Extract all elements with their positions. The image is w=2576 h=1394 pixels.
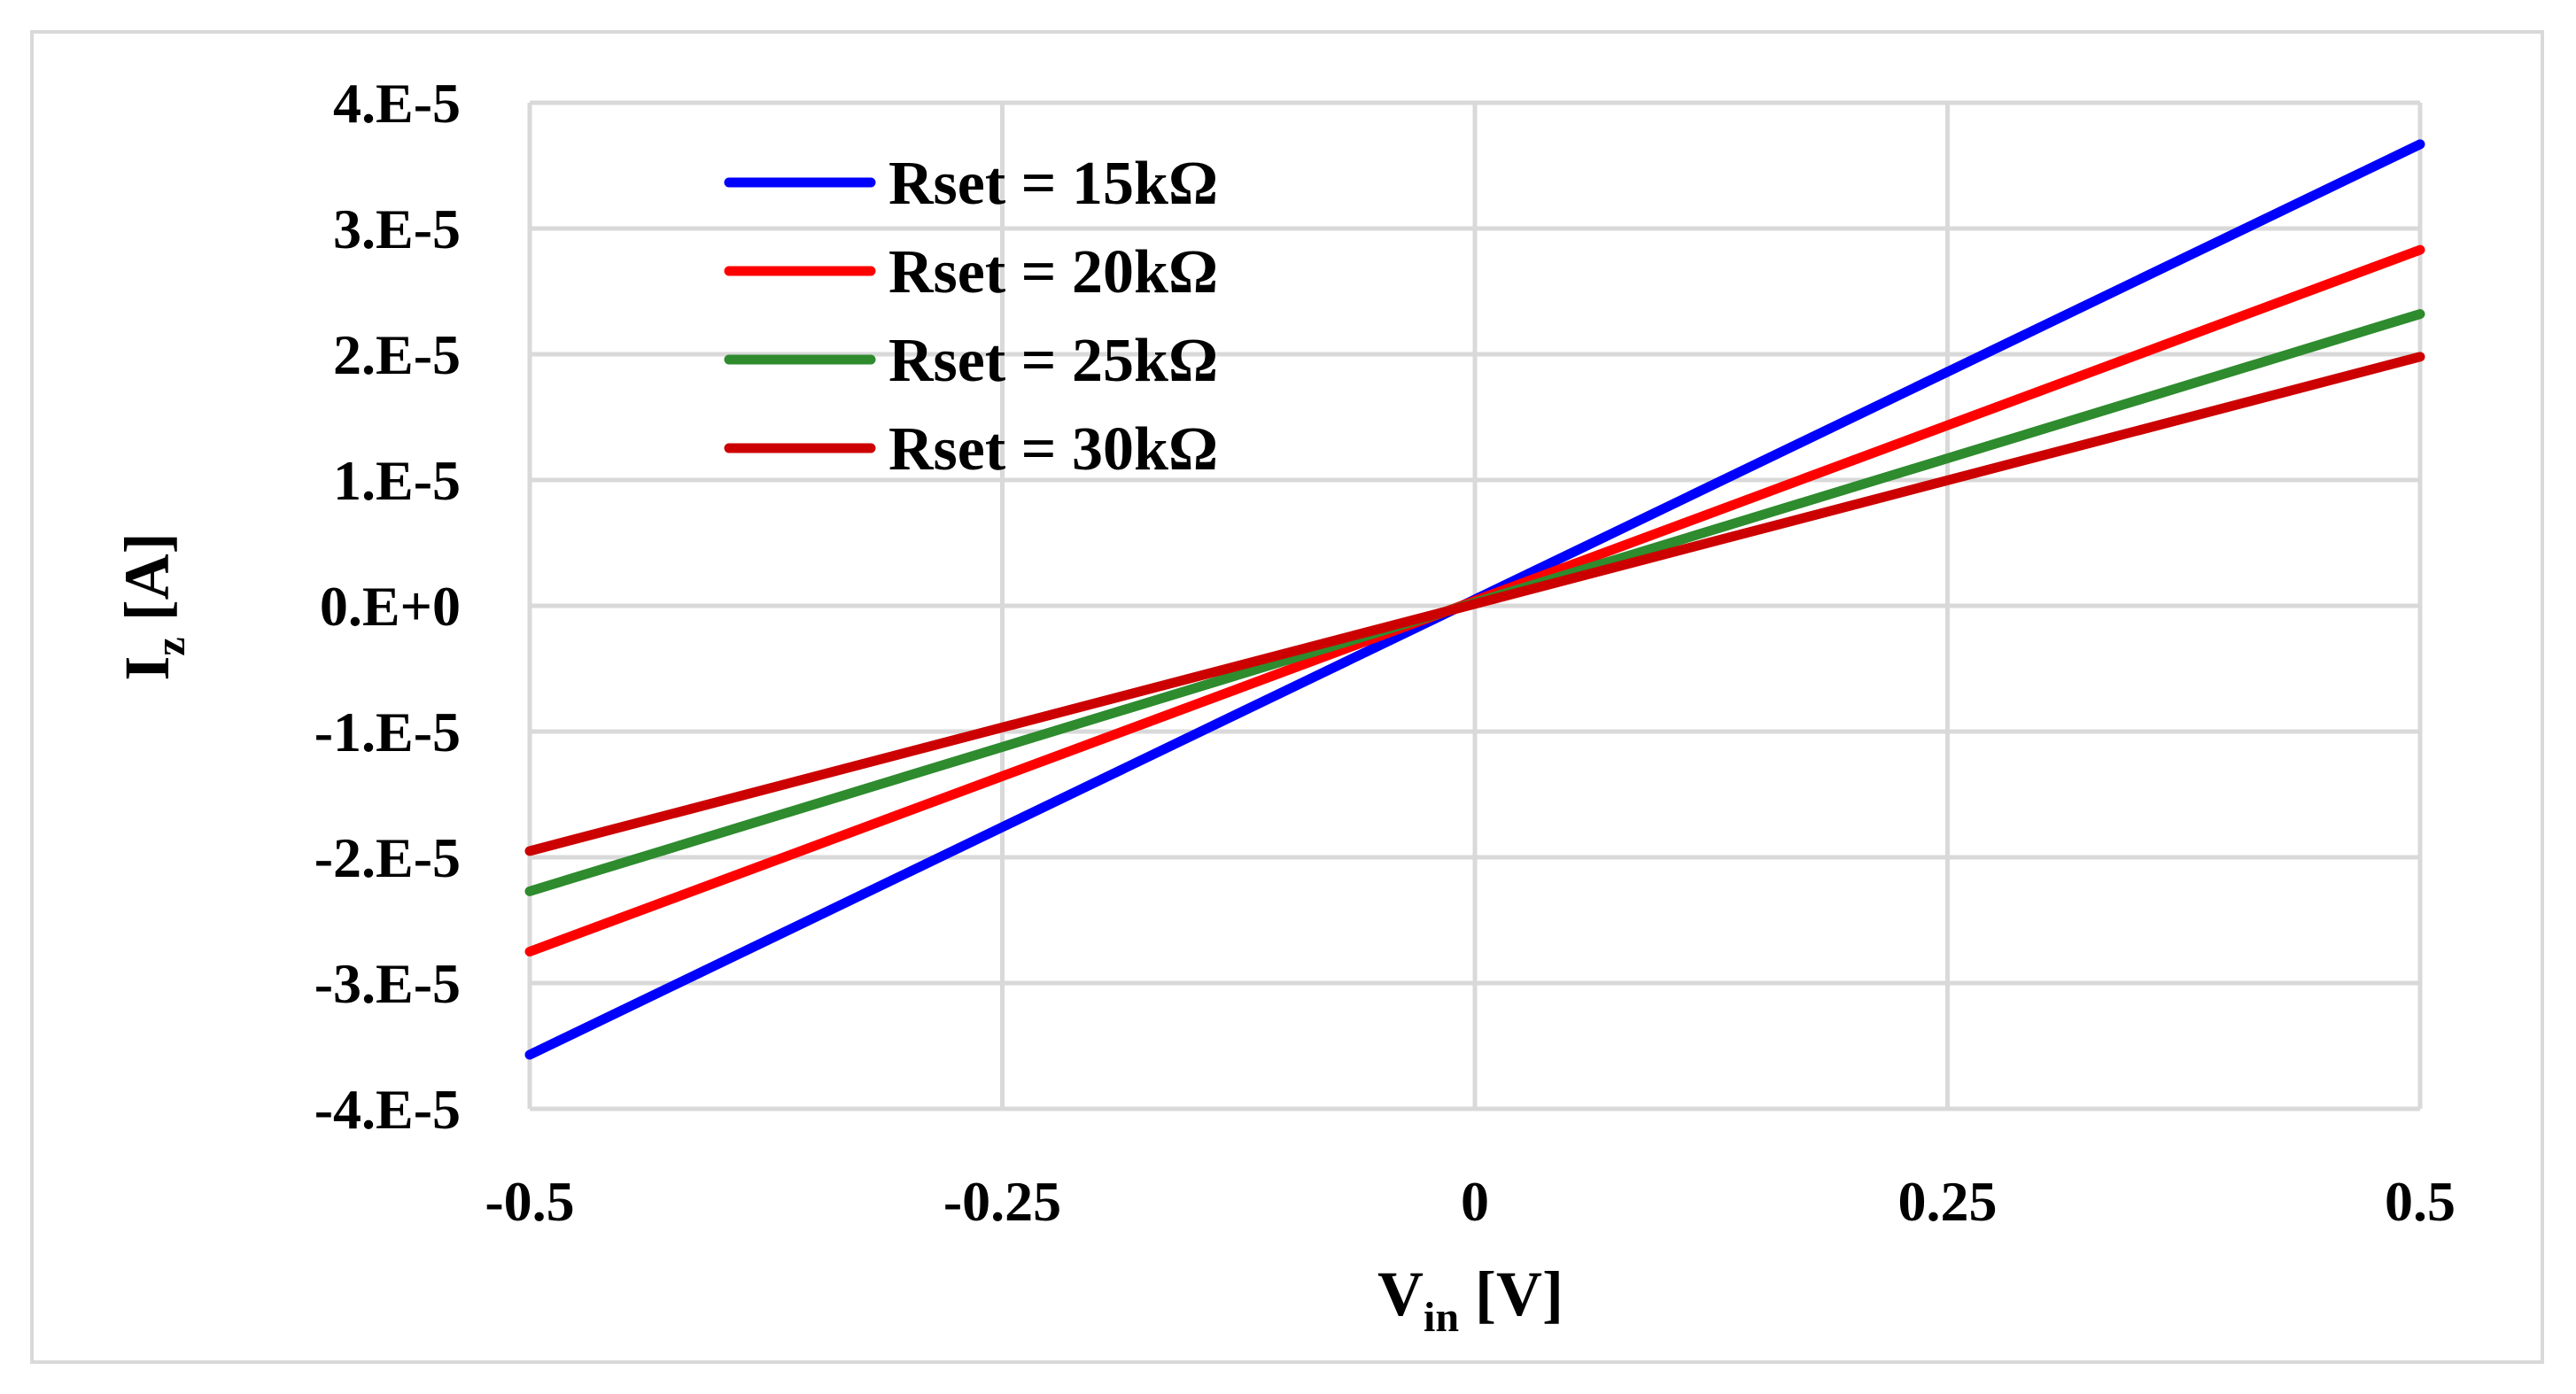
x-tick-labels: -0.5 -0.25 0 0.25 0.5 [485,1170,2456,1233]
legend-label: Rset = 30kΩ [888,415,1218,484]
legend-label: Rset = 15kΩ [888,150,1218,218]
y-tick-label: -1.E-5 [314,701,461,763]
legend-label: Rset = 20kΩ [888,238,1218,306]
x-tick-label: 0 [1461,1170,1489,1233]
legend: Rset = 15kΩ Rset = 20kΩ Rset = 25kΩ Rset = … [724,150,1218,484]
y-axis-title: Iz [A] [112,532,194,680]
y-tick-label: 2.E-5 [333,323,461,386]
x-axis-title: Vin [V] [1377,1258,1563,1341]
y-axis-title-unit: [A] [112,532,182,637]
y-tick-label: 1.E-5 [333,449,461,512]
x-axis-title-unit: [V] [1459,1258,1563,1329]
y-tick-label: -4.E-5 [314,1078,461,1141]
series-lines [524,139,2425,1060]
x-tick-label: -0.25 [943,1170,1061,1233]
x-tick-label: 0.5 [2385,1170,2456,1233]
x-tick-label: 0.25 [1898,1170,1998,1233]
y-axis-title-sub: z [147,637,194,655]
y-axis-title-main: I [112,656,182,681]
x-axis-title-sub: in [1424,1294,1459,1341]
y-tick-label: 4.E-5 [333,72,461,135]
y-tick-label: 0.E+0 [320,575,461,638]
series-line-4 [524,352,2425,856]
y-tick-label: 3.E-5 [333,197,461,260]
gridlines [527,100,2423,1111]
y-tick-labels: 4.E-5 3.E-5 2.E-5 1.E-5 0.E+0 -1.E-5 -2.E-5 -3.… [314,72,461,1141]
y-tick-label: -3.E-5 [314,952,461,1015]
chart-frame [30,30,2544,1364]
y-tick-label: -2.E-5 [314,826,461,889]
legend-label: Rset = 25kΩ [888,327,1218,395]
x-axis-title-main: V [1377,1258,1424,1329]
x-tick-label: -0.5 [485,1170,574,1233]
